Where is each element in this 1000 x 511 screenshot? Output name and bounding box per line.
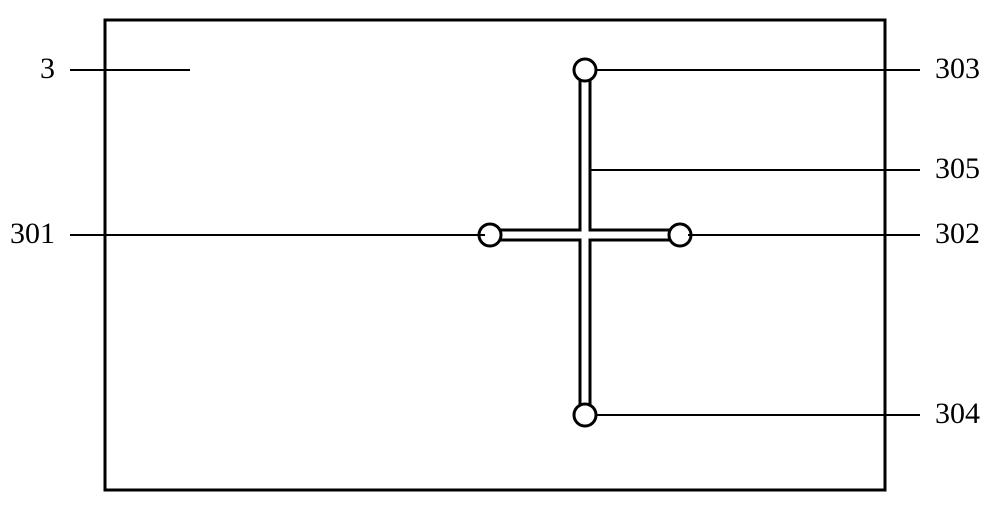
cap-mask-b [581,413,589,416]
label-l_305: 305 [935,152,980,185]
cap-mask-t [581,69,589,72]
canvas-bg [0,0,1000,511]
label-l_301: 301 [10,217,55,250]
cap-mask-r [678,231,681,239]
cap-mask-l [489,231,492,239]
label-l_303: 303 [935,52,980,85]
label-l_304: 304 [935,397,980,430]
label-l_302: 302 [935,217,980,250]
label-l_3: 3 [40,52,55,85]
